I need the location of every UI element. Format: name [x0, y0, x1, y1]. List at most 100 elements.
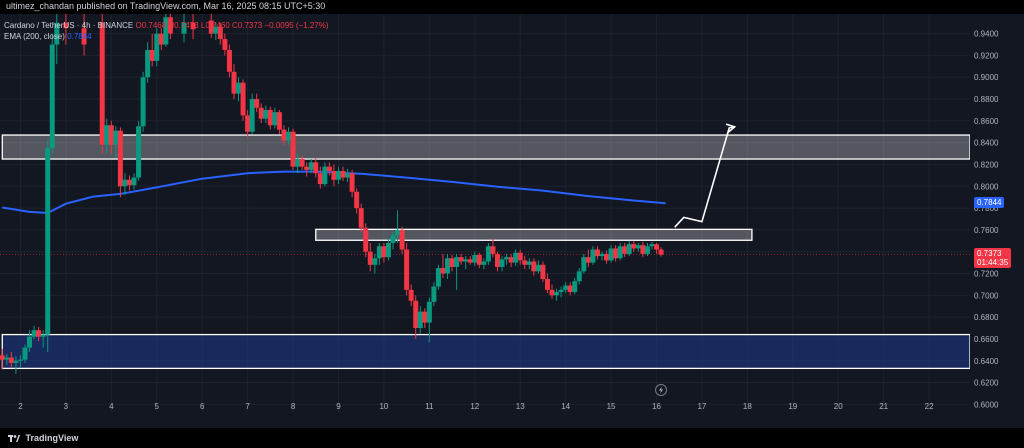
candle-body	[472, 254, 478, 263]
candle	[649, 241, 655, 250]
candle-body	[49, 44, 55, 149]
candle-body	[304, 166, 310, 170]
y-tick-label: 0.9000	[974, 73, 999, 82]
candle	[17, 355, 23, 368]
candle	[404, 242, 410, 296]
candle	[81, 14, 87, 56]
candle	[467, 256, 473, 265]
candle	[626, 240, 632, 257]
candle	[313, 157, 319, 178]
candle-body	[99, 22, 105, 145]
candle	[654, 242, 660, 254]
candle	[544, 273, 550, 294]
price-axis[interactable]: 0.9400 0.9200 0.9000 0.8800 0.8600 0.8400 0.82…	[970, 14, 1024, 412]
candle-body	[463, 259, 469, 262]
candle	[576, 268, 582, 285]
candle	[526, 258, 532, 270]
candle-body	[585, 257, 591, 263]
candle	[249, 93, 255, 134]
candle	[295, 153, 301, 174]
candle-body	[567, 285, 573, 293]
candle-body	[426, 301, 432, 323]
candle	[617, 242, 623, 261]
candle	[504, 253, 510, 265]
candle-body	[345, 173, 351, 178]
x-tick-label: 16	[652, 402, 661, 411]
x-tick-label: 10	[379, 402, 388, 411]
candle-body	[404, 249, 410, 290]
candle-body	[499, 259, 505, 267]
candle	[335, 166, 341, 185]
candle	[622, 242, 628, 258]
candle	[563, 282, 569, 294]
candle-body	[649, 244, 655, 247]
x-tick-label: 4	[109, 402, 114, 411]
candle	[549, 284, 555, 299]
candle-body	[140, 77, 146, 127]
y-tick-label: 0.7600	[974, 226, 999, 235]
candle-body	[331, 171, 337, 180]
candle-body	[313, 162, 319, 174]
candle	[481, 258, 487, 270]
event-marker	[655, 384, 668, 396]
candle	[640, 241, 646, 258]
candle-body	[563, 285, 569, 290]
candle-body	[0, 355, 5, 360]
candle-body	[608, 248, 614, 261]
candle	[213, 22, 219, 41]
candle-body	[385, 242, 391, 258]
candle-body	[349, 173, 355, 192]
candle	[522, 256, 528, 270]
candle	[236, 77, 242, 102]
tradingview-logo-icon	[8, 435, 20, 442]
candle-body	[263, 109, 269, 119]
candle-body	[544, 278, 550, 290]
candle-body	[399, 229, 405, 250]
candle-body	[504, 257, 510, 260]
ohlc-values: O0.7468 H0.7473 L0.7460 C0.7373 −0.0095 …	[135, 21, 329, 30]
candle	[345, 168, 351, 182]
symbol-title[interactable]: Cardano / TetherUS · 4h · BINANCE	[4, 21, 134, 30]
candle-body	[445, 258, 451, 274]
candle	[349, 169, 355, 198]
candle	[381, 242, 387, 263]
y-tick-label: 0.9200	[974, 51, 999, 60]
brand-name: TradingView	[25, 433, 79, 443]
candle-body	[290, 131, 296, 167]
candle-body	[381, 246, 387, 258]
candle	[517, 249, 523, 265]
candle-body	[513, 252, 519, 263]
candle-body	[245, 115, 251, 132]
price-chart[interactable]: 2 3 4 5 6 7 8 9 10 11 12 13 14 15 16 17 18 19 20 21 22	[0, 14, 970, 412]
candle-body	[4, 357, 10, 360]
candle-body	[417, 311, 423, 329]
candle	[27, 330, 33, 353]
candle	[308, 159, 314, 174]
candle	[458, 253, 464, 265]
candle	[272, 107, 278, 129]
candle-body	[644, 246, 650, 254]
x-tick-label: 17	[697, 402, 706, 411]
candle-body	[276, 112, 282, 130]
candle-body	[594, 249, 600, 257]
candle	[494, 251, 500, 272]
candle-body	[531, 261, 537, 272]
candle-body	[208, 20, 214, 34]
x-tick-label: 7	[245, 402, 250, 411]
candle-body	[226, 49, 232, 72]
x-tick-label: 8	[291, 402, 296, 411]
candle	[426, 297, 432, 343]
candle-body	[113, 130, 119, 145]
indicator-title[interactable]: EMA (200, close)	[4, 32, 65, 41]
candle	[4, 354, 10, 366]
candle-body	[335, 171, 341, 180]
candle	[8, 352, 14, 368]
candle	[644, 242, 650, 257]
candle	[267, 106, 273, 130]
resistance-zone	[1, 134, 970, 160]
candle	[54, 14, 60, 65]
candle-body	[367, 251, 373, 265]
candle-body	[535, 264, 541, 272]
x-tick-label: 22	[925, 402, 934, 411]
x-tick-label: 6	[200, 402, 205, 411]
